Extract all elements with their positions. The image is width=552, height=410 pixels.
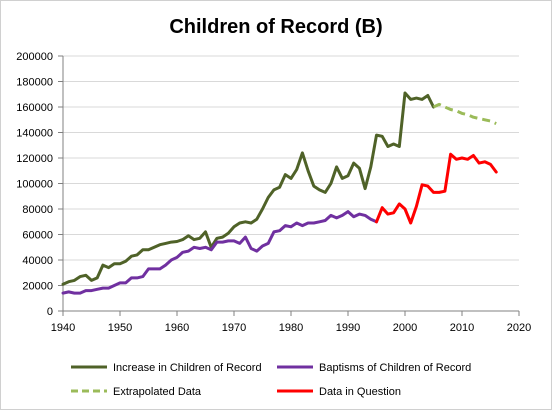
y-tick-label: 60000 <box>22 230 53 242</box>
x-tick-label: 2020 <box>507 322 531 334</box>
series-line-2 <box>61 210 378 295</box>
series-line-4 <box>375 152 498 225</box>
legend-label-2: Baptisms of Children of Record <box>319 362 471 374</box>
y-tick-label: 80000 <box>22 204 53 216</box>
gridlines <box>63 55 519 312</box>
x-tick-label: 1990 <box>336 322 360 334</box>
x-tick-label: 1970 <box>222 322 246 334</box>
series-line-1 <box>61 91 435 286</box>
y-axis-ticks: 0 20000 40000 60000 80000 100000 120000 140000 1… <box>16 51 63 318</box>
legend-label-3: Extrapolated Data <box>113 386 202 398</box>
series-line-3 <box>432 102 497 125</box>
y-tick-label: 0 <box>47 306 53 318</box>
legend: Increase in Children of Record Baptisms o… <box>71 362 471 398</box>
legend-label-1: Increase in Children of Record <box>113 362 262 374</box>
y-tick-label: 20000 <box>22 281 53 293</box>
x-tick-label: 2010 <box>450 322 474 334</box>
y-tick-label: 140000 <box>16 128 53 140</box>
series-layer <box>61 91 498 295</box>
chart-title: Children of Record (B) <box>169 16 382 38</box>
y-tick-label: 40000 <box>22 255 53 267</box>
y-tick-label: 120000 <box>16 153 53 165</box>
x-tick-label: 1950 <box>108 322 132 334</box>
x-tick-label: 1940 <box>51 322 75 334</box>
x-tick-label: 2000 <box>393 322 417 334</box>
x-tick-label: 1960 <box>165 322 189 334</box>
x-axis-ticks: 1940 1950 1960 1970 1980 1990 2000 2010 2020 <box>51 311 531 334</box>
y-tick-label: 180000 <box>16 77 53 89</box>
y-tick-label: 200000 <box>16 51 53 63</box>
legend-label-4: Data in Question <box>319 386 401 398</box>
y-tick-label: 100000 <box>16 179 53 191</box>
x-tick-label: 1980 <box>279 322 303 334</box>
y-tick-label: 160000 <box>16 102 53 114</box>
